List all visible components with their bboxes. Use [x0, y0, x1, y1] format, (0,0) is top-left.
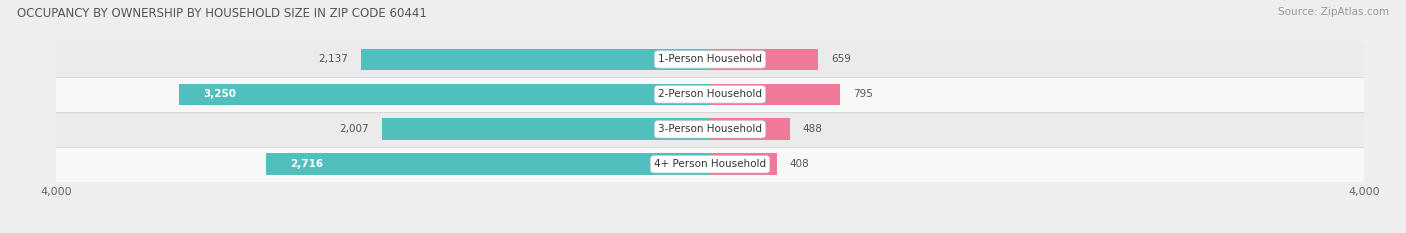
- Bar: [710, 118, 790, 140]
- Bar: [710, 154, 776, 175]
- Bar: [179, 84, 710, 105]
- Bar: [710, 84, 839, 105]
- Text: 2,716: 2,716: [291, 159, 323, 169]
- Bar: [56, 112, 1364, 147]
- Text: 3-Person Household: 3-Person Household: [658, 124, 762, 134]
- Text: 2,137: 2,137: [318, 55, 347, 64]
- Bar: [382, 118, 710, 140]
- Text: 488: 488: [803, 124, 823, 134]
- Text: 408: 408: [790, 159, 810, 169]
- Bar: [266, 154, 710, 175]
- Bar: [56, 147, 1364, 182]
- Text: 1-Person Household: 1-Person Household: [658, 55, 762, 64]
- Text: 3,250: 3,250: [204, 89, 236, 99]
- Text: OCCUPANCY BY OWNERSHIP BY HOUSEHOLD SIZE IN ZIP CODE 60441: OCCUPANCY BY OWNERSHIP BY HOUSEHOLD SIZE…: [17, 7, 427, 20]
- Text: 4+ Person Household: 4+ Person Household: [654, 159, 766, 169]
- Text: 2,007: 2,007: [339, 124, 368, 134]
- Bar: [56, 77, 1364, 112]
- Text: 659: 659: [831, 55, 851, 64]
- Text: 795: 795: [853, 89, 873, 99]
- Bar: [361, 49, 710, 70]
- Bar: [710, 49, 818, 70]
- Bar: [56, 42, 1364, 77]
- Text: Source: ZipAtlas.com: Source: ZipAtlas.com: [1278, 7, 1389, 17]
- Text: 2-Person Household: 2-Person Household: [658, 89, 762, 99]
